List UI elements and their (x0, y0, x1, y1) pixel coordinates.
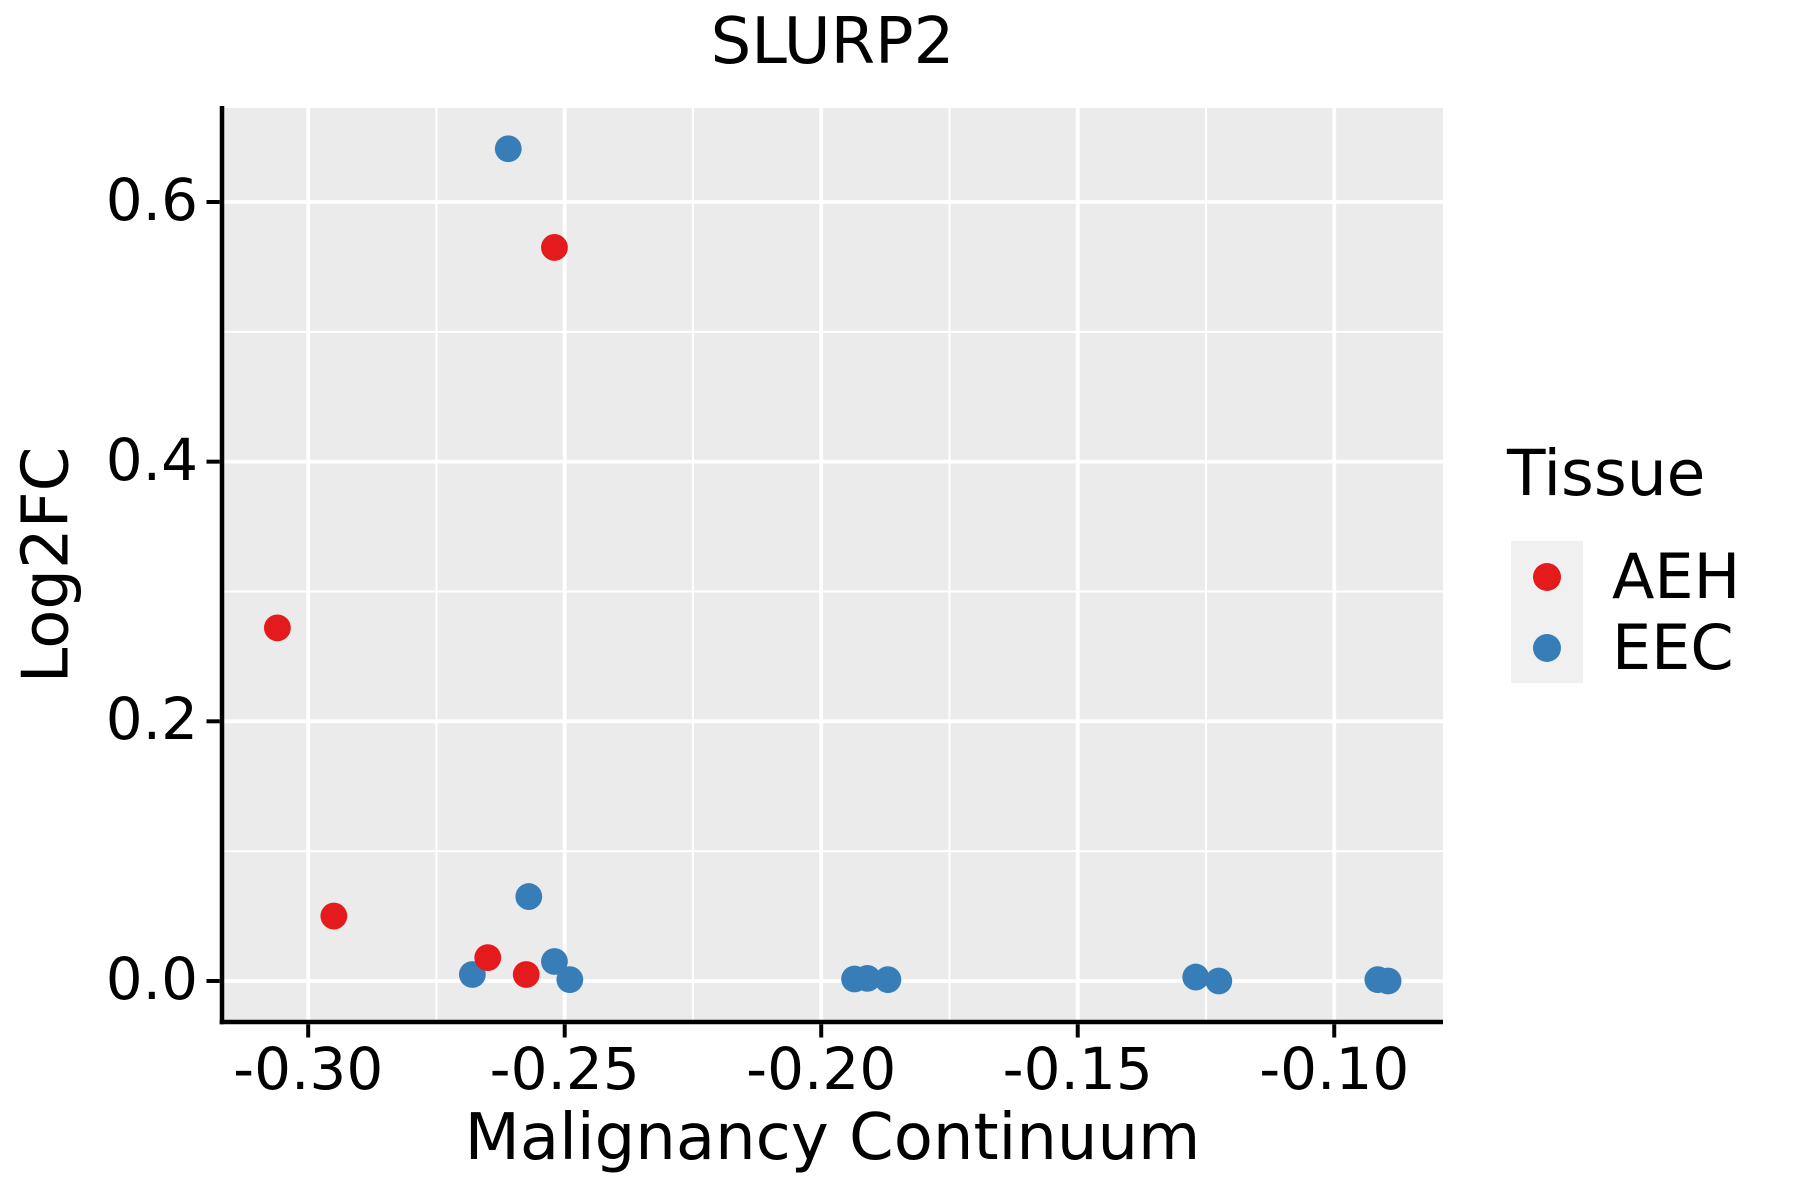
data-point-aeh (541, 234, 568, 261)
y-tick-label: 0.2 (105, 685, 198, 754)
data-point-eec (556, 966, 584, 994)
data-point-eec (515, 883, 543, 910)
legend-label-aeh: AEH (1612, 539, 1741, 613)
data-point-eec (1182, 963, 1210, 991)
legend-title: Tissue (1507, 437, 1706, 510)
panel-background (222, 108, 1443, 1022)
data-point-eec (541, 948, 568, 975)
x-tick-label: -0.20 (746, 1035, 897, 1103)
data-point-eec (853, 964, 881, 992)
data-point-aeh (512, 961, 540, 988)
y-tick-label: 0.6 (105, 165, 198, 234)
y-tick-label: 0.0 (105, 944, 198, 1013)
data-point-eec (1205, 967, 1233, 995)
legend-key-eec (1511, 612, 1583, 683)
x-tick-label: -0.30 (233, 1035, 384, 1103)
data-point-eec (1374, 967, 1402, 995)
legend-key-aeh (1511, 541, 1583, 612)
x-tick-label: -0.25 (489, 1035, 640, 1103)
data-point-aeh (264, 614, 291, 642)
x-tick-label: -0.15 (1002, 1035, 1153, 1103)
legend-swatch-eec (1533, 633, 1561, 662)
x-axis-title: Malignancy Continuum (464, 1101, 1201, 1175)
y-tick-label: 0.4 (105, 425, 198, 494)
data-point-eec (874, 966, 902, 994)
data-point-aeh (320, 902, 348, 930)
data-point-eec (494, 135, 522, 163)
legend-label-eec: EEC (1612, 610, 1734, 684)
x-tick-label: -0.10 (1259, 1035, 1410, 1103)
data-point-aeh (474, 944, 502, 972)
chart-title: SLURP2 (710, 5, 955, 79)
legend-swatch-aeh (1533, 562, 1561, 591)
